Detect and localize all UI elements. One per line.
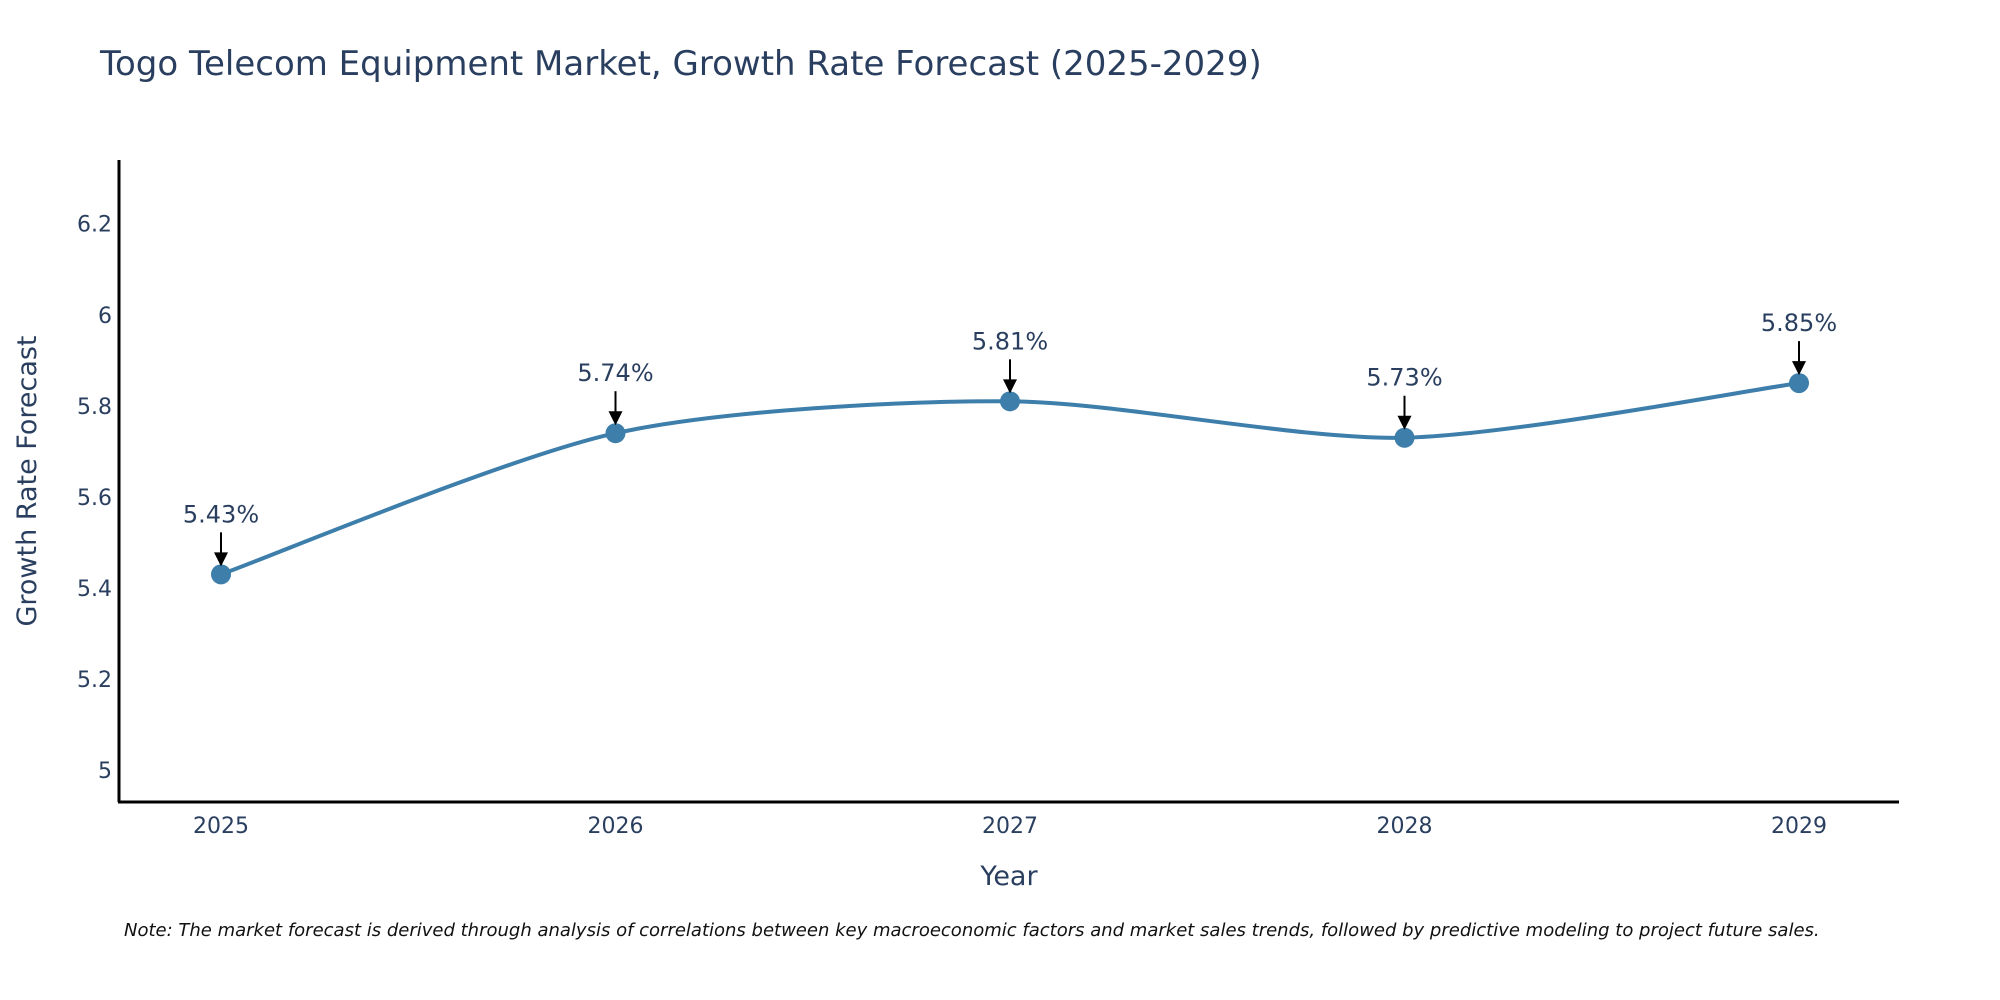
data-label: 5.73% (1366, 364, 1442, 392)
x-tick-label: 2025 (193, 814, 249, 839)
annotation-arrowhead (608, 411, 623, 426)
annotation-arrowhead (1003, 379, 1017, 394)
x-tick-label: 2026 (588, 814, 644, 839)
series-markers (211, 373, 1809, 585)
y-tick-label: 6 (98, 304, 112, 329)
y-tick-label: 5.4 (77, 577, 112, 602)
data-label: 5.43% (183, 500, 259, 528)
x-axis-title: Year (979, 861, 1038, 892)
annotation-arrowhead (1397, 415, 1412, 430)
x-tick-label: 2029 (1771, 814, 1827, 839)
annotation-arrowhead (1792, 361, 1806, 376)
series-line (220, 381, 1800, 577)
data-point (1394, 427, 1415, 448)
data-point (1000, 391, 1020, 412)
chart-note: Note: The market forecast is derived thr… (124, 920, 1820, 941)
data-label: 5.85% (1761, 309, 1837, 337)
annotation-arrowhead (214, 552, 228, 567)
y-tick-label: 5 (98, 759, 112, 784)
x-tick-label: 2027 (982, 814, 1038, 839)
y-tick-label: 6.2 (77, 213, 112, 238)
data-label: 5.74% (577, 359, 653, 387)
y-axis-title: Growth Rate Forecast (12, 335, 43, 626)
y-tick-label: 5.8 (77, 395, 112, 420)
y-tick-label: 5.6 (77, 486, 112, 511)
x-tick-label: 2028 (1377, 814, 1433, 839)
data-point (211, 564, 231, 585)
data-label: 5.81% (972, 327, 1048, 355)
x-axis-ticks: 2025 2026 2027 2028 2029 (193, 814, 1827, 839)
chart-title: Togo Telecom Equipment Market, Growth Ra… (100, 44, 1262, 84)
y-axis-ticks: 5 5.2 5.4 5.6 5.8 6 6.2 (77, 213, 112, 784)
data-label-annotations: 5.43% 5.74% 5.81% 5.73% 5.85% (183, 309, 1837, 567)
data-point (605, 423, 626, 444)
data-point (1789, 373, 1809, 394)
y-tick-label: 5.2 (77, 668, 112, 693)
